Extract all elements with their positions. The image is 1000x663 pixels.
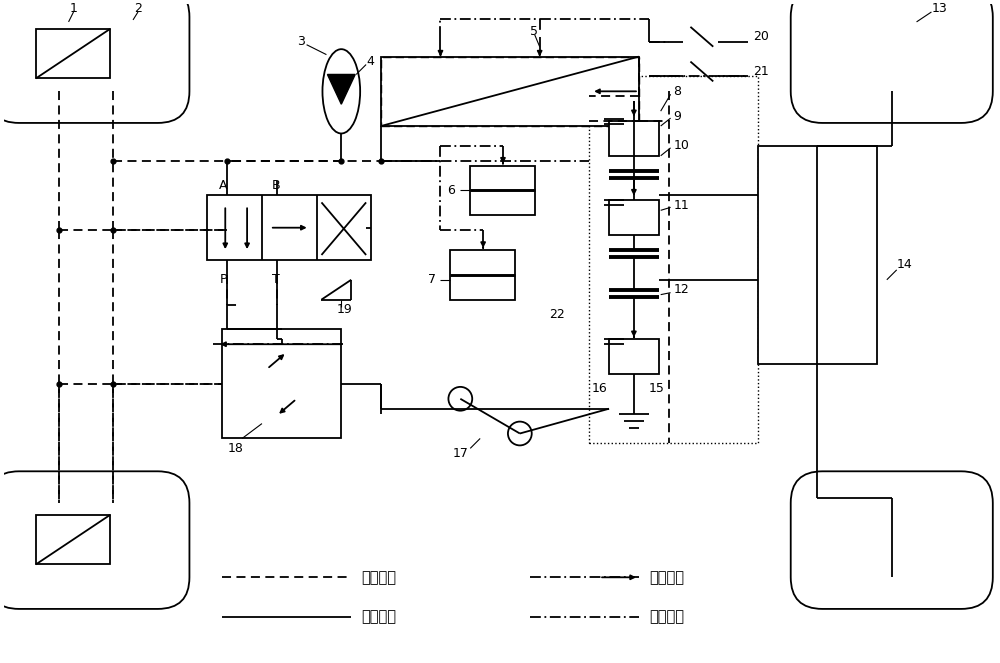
Text: 9: 9: [674, 109, 681, 123]
Text: 5: 5: [530, 25, 538, 38]
Text: 14: 14: [897, 259, 912, 271]
Text: 22: 22: [550, 308, 565, 321]
Text: 16: 16: [591, 383, 607, 395]
Text: 8: 8: [674, 85, 682, 98]
Bar: [609, 121, 659, 156]
Text: 机械连接: 机械连接: [361, 609, 396, 625]
Text: 信号连接: 信号连接: [649, 609, 684, 625]
Text: 21: 21: [753, 65, 769, 78]
Text: 10: 10: [674, 139, 689, 152]
Text: A: A: [219, 179, 228, 192]
Bar: [589, 76, 758, 444]
FancyBboxPatch shape: [0, 471, 189, 609]
Bar: [758, 146, 877, 364]
Text: 电气连接: 电气连接: [649, 570, 684, 585]
FancyBboxPatch shape: [0, 0, 189, 123]
Text: P: P: [219, 273, 227, 286]
Text: 17: 17: [452, 447, 468, 460]
Text: 19: 19: [336, 303, 352, 316]
Bar: [222, 330, 341, 438]
Text: 13: 13: [931, 3, 947, 15]
Bar: [381, 56, 639, 126]
Bar: [207, 196, 371, 260]
Bar: [470, 166, 535, 215]
FancyBboxPatch shape: [791, 471, 993, 609]
Text: 18: 18: [227, 442, 243, 455]
Text: 液压连接: 液压连接: [361, 570, 396, 585]
Text: 20: 20: [753, 30, 769, 43]
Bar: [609, 200, 659, 235]
Text: 2: 2: [134, 3, 142, 15]
FancyBboxPatch shape: [791, 0, 993, 123]
Bar: [450, 250, 515, 300]
Text: 4: 4: [366, 55, 374, 68]
Text: 7: 7: [428, 273, 436, 286]
Bar: [609, 339, 659, 374]
Text: T: T: [272, 273, 280, 286]
Polygon shape: [327, 74, 355, 104]
Ellipse shape: [322, 49, 360, 133]
Text: 12: 12: [674, 283, 689, 296]
Bar: [36, 515, 110, 564]
Text: 11: 11: [674, 199, 689, 212]
Text: B: B: [272, 179, 281, 192]
Text: 15: 15: [649, 383, 665, 395]
Text: 6: 6: [447, 184, 455, 197]
Text: 3: 3: [297, 35, 305, 48]
Text: 1: 1: [70, 3, 77, 15]
Bar: [36, 29, 110, 78]
Bar: [381, 56, 639, 126]
